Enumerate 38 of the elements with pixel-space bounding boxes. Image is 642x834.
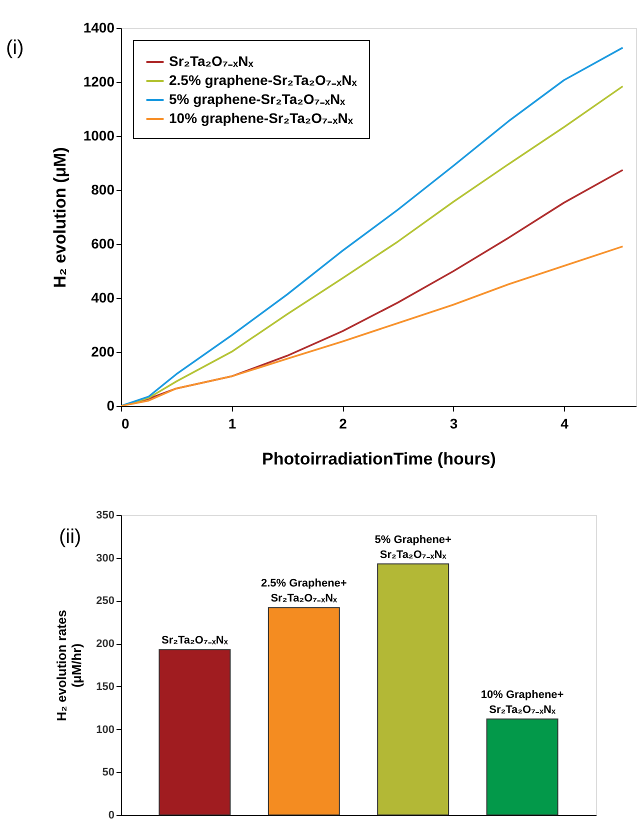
bar xyxy=(377,563,450,816)
y-tick-label: 800 xyxy=(91,182,115,198)
text: (ii) xyxy=(59,526,82,548)
y-tick-label: 400 xyxy=(91,290,115,306)
x-tick-label: 0 xyxy=(122,416,130,432)
y-tick-label: 150 xyxy=(96,680,114,693)
x-axis-title: PhotoirradiationTime (hours) xyxy=(262,450,496,468)
y-tick-label: 350 xyxy=(96,510,114,522)
y-tick-label: 300 xyxy=(96,552,114,564)
y-tick-label: 1000 xyxy=(83,128,115,144)
y-tick-label: 1200 xyxy=(83,74,115,90)
x-tick-label: 2 xyxy=(339,416,348,432)
y-axis-title: H₂ evolution rates (μM/hr) xyxy=(54,610,84,722)
legend-label: 5% graphene-Sr₂Ta₂O₇₋ₓNₓ xyxy=(169,91,346,107)
y-tick-label: 0 xyxy=(108,810,114,822)
x-tick-label: 4 xyxy=(560,416,569,432)
text: (i) xyxy=(6,37,24,59)
y-axis-title: H₂ evolution (μM) xyxy=(50,147,70,288)
legend-label: Sr₂Ta₂O₇₋ₓNₓ xyxy=(169,53,254,69)
category-label: 2.5% Graphene+ Sr₂Ta₂O₇₋ₓNₓ xyxy=(260,578,347,605)
bar xyxy=(268,607,340,816)
line-series xyxy=(121,246,624,406)
y-tick-label: 100 xyxy=(96,724,114,736)
category-label: 5% Graphene+ Sr₂Ta₂O₇₋ₓNₓ xyxy=(374,534,452,561)
bar xyxy=(158,649,231,816)
legend-label: 10% graphene-Sr₂Ta₂O₇₋ₓNₓ xyxy=(169,110,354,126)
y-tick-label: 600 xyxy=(91,236,115,252)
y-tick-label: 50 xyxy=(102,766,114,779)
y-tick-label: 250 xyxy=(96,595,114,608)
y-tick-label: 200 xyxy=(96,638,114,650)
y-tick-label: 0 xyxy=(106,398,115,414)
y-tick-label: 200 xyxy=(91,344,115,360)
x-tick-label: 3 xyxy=(450,416,458,432)
category-label: 10% Graphene+ Sr₂Ta₂O₇₋ₓNₓ xyxy=(480,689,564,716)
x-tick-label: 1 xyxy=(228,416,236,432)
y-tick-label: 1400 xyxy=(83,20,115,36)
legend-label: 2.5% graphene-Sr₂Ta₂O₇₋ₓNₓ xyxy=(169,72,358,88)
bar xyxy=(486,718,558,816)
